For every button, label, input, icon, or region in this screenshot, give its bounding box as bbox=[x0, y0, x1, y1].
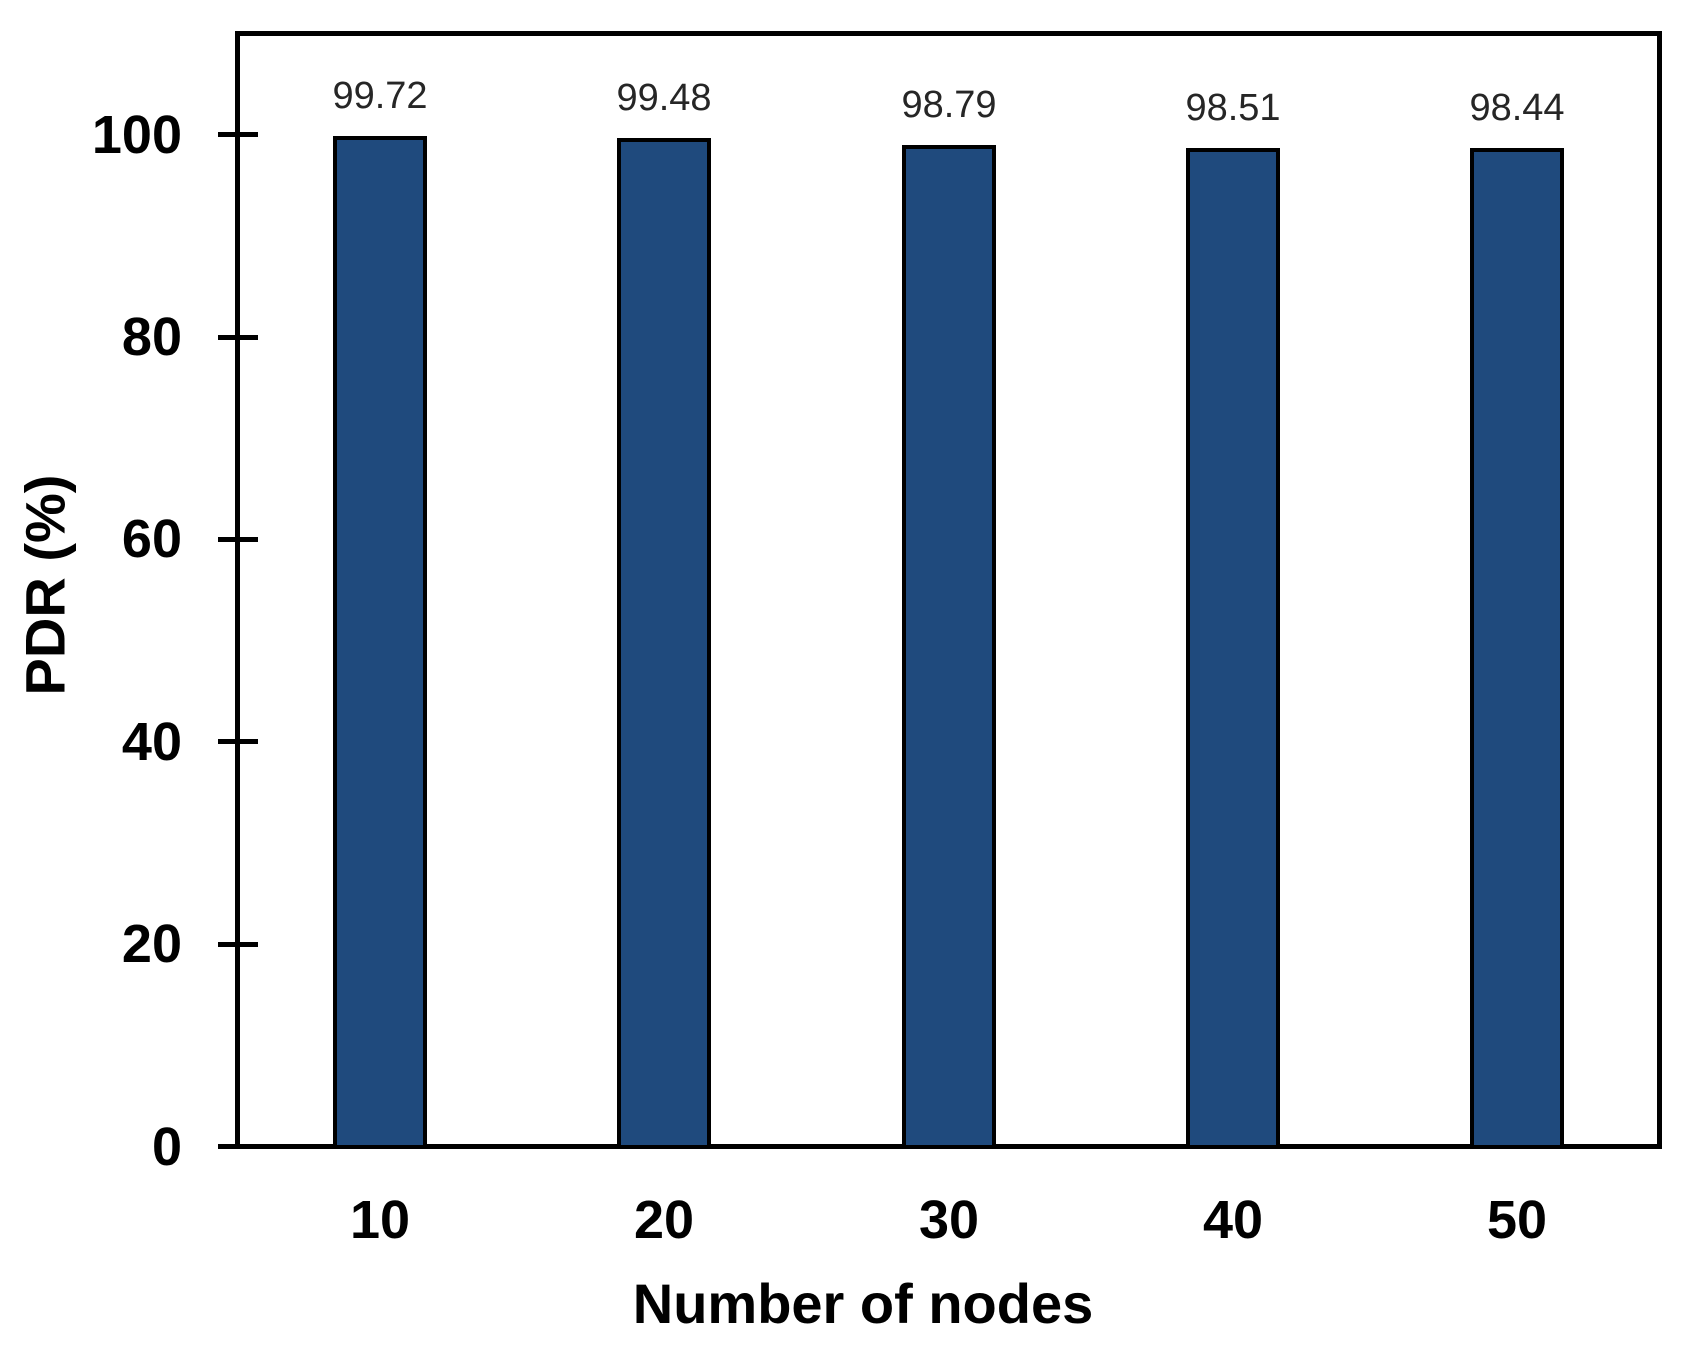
x-tick-label: 20 bbox=[633, 1190, 695, 1250]
x-axis-title: Number of nodes bbox=[632, 1272, 1094, 1335]
y-tick-mark bbox=[218, 335, 258, 340]
bar-value-label: 99.72 bbox=[332, 75, 428, 117]
bar-value-label: 98.44 bbox=[1469, 87, 1565, 129]
y-tick-label: 40 bbox=[121, 712, 182, 772]
x-tick-label: 40 bbox=[1202, 1190, 1264, 1250]
x-tick-label: 10 bbox=[349, 1190, 411, 1250]
bar bbox=[1186, 148, 1280, 1149]
bar bbox=[333, 136, 427, 1149]
y-axis-title: PDR (%) bbox=[13, 474, 77, 696]
bar-value-label: 98.79 bbox=[901, 84, 997, 126]
bar bbox=[617, 138, 711, 1149]
y-tick-mark bbox=[218, 1144, 258, 1149]
x-tick-label: 30 bbox=[918, 1190, 980, 1250]
y-tick-mark bbox=[218, 132, 258, 137]
y-tick-mark bbox=[218, 739, 258, 744]
bar-value-label: 98.51 bbox=[1185, 87, 1281, 129]
y-tick-label: 80 bbox=[121, 307, 182, 367]
x-tick-label: 50 bbox=[1486, 1190, 1548, 1250]
y-tick-mark bbox=[218, 537, 258, 542]
y-tick-mark bbox=[218, 942, 258, 947]
y-tick-label: 20 bbox=[121, 914, 182, 974]
bar-value-label: 99.48 bbox=[616, 77, 712, 119]
y-tick-label: 100 bbox=[91, 105, 182, 165]
bar bbox=[1470, 148, 1564, 1149]
y-tick-label: 0 bbox=[151, 1117, 182, 1177]
y-tick-label: 60 bbox=[121, 509, 182, 569]
bar bbox=[902, 145, 996, 1149]
